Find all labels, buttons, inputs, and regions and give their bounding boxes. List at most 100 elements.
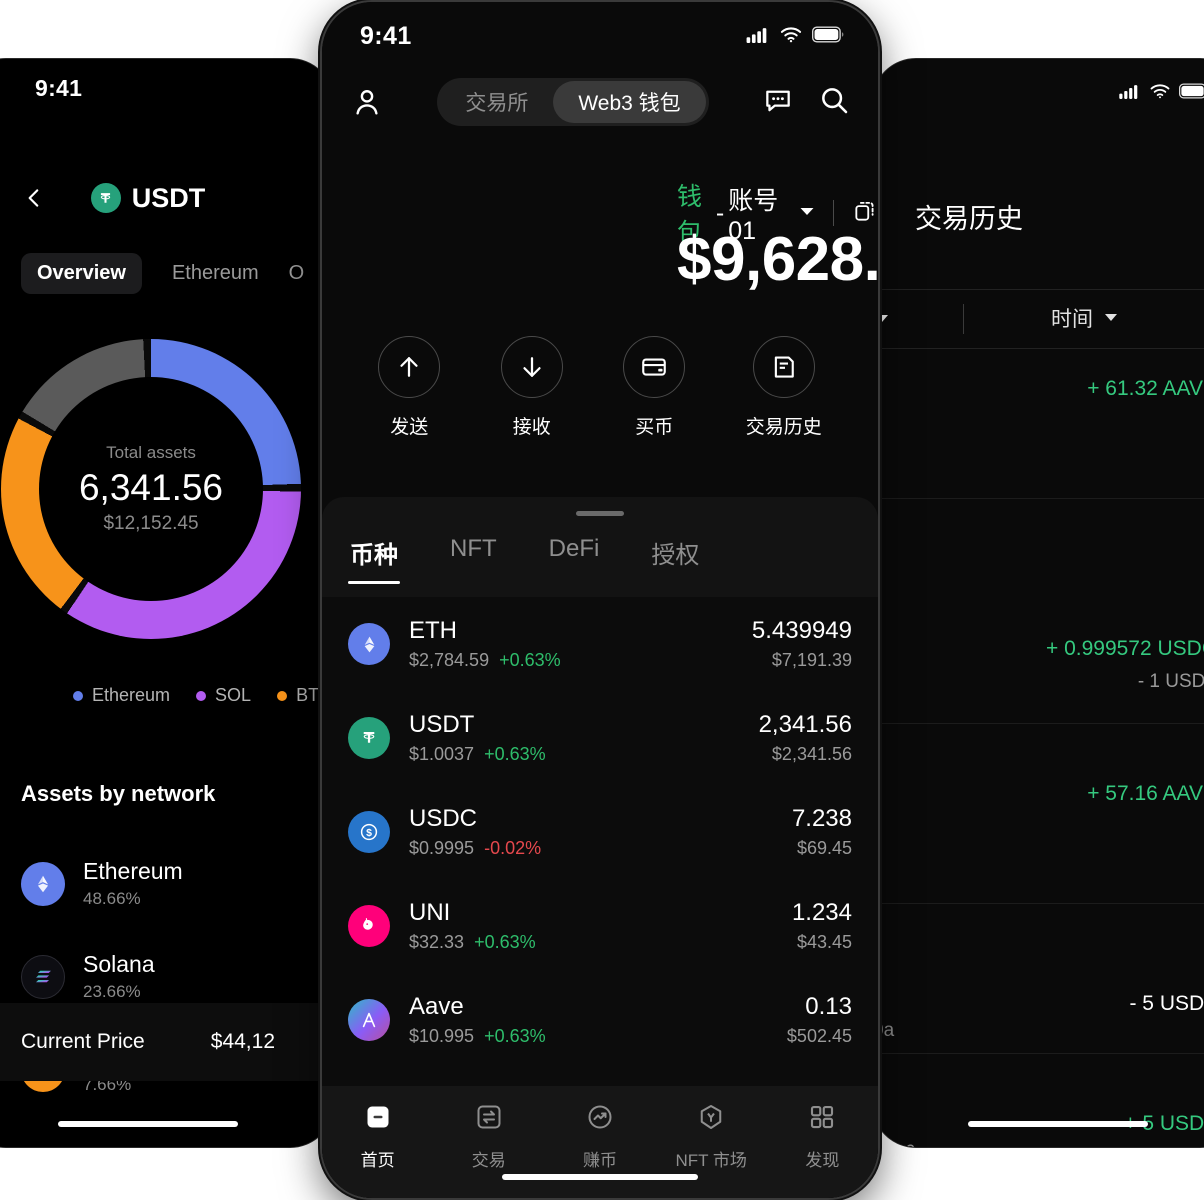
token-price-row: $32.33 +0.63% [409,932,792,953]
left-status-bar: 9:41 [0,59,333,115]
tab-overview[interactable]: Overview [21,252,142,294]
search-icon[interactable] [818,84,850,121]
nft-icon [696,1102,726,1137]
token-change: -0.02% [484,838,542,859]
chat-bubble-icon[interactable] [762,84,794,121]
token-values-usdc: 7.238 $69.45 [792,805,852,860]
token-info-uni: UNI $32.33 +0.63% [409,899,792,954]
network-text-ethereum: Ethereum 48.66% [83,858,183,908]
aave-icon [348,999,390,1041]
transaction-row[interactable]: - 5 USDT 0a [873,904,1204,1054]
token-info-aave: Aave $10.995 +0.63% [409,993,787,1048]
network-row-ethereum[interactable]: Ethereum 48.66% [21,837,321,930]
wifi-icon [1149,83,1171,104]
token-change: +0.63% [484,1026,546,1047]
segment-exchange[interactable]: 交易所 [465,92,529,115]
transaction-row[interactable]: + 5 USDT ba86 [873,1054,1204,1147]
transaction-row[interactable]: + 0.999572 USDC - 1 USDT [873,499,1204,724]
center-header: 交易所 Web3 钱包 [322,72,878,132]
arrow-up-icon [378,336,441,398]
sheet-tab-nft[interactable]: NFT [450,535,497,562]
tab-other[interactable]: O [288,261,305,284]
sheet-tab-tokens[interactable]: 币种 [342,535,406,584]
donut-total-sub: $12,152.45 [103,513,199,534]
donut-legend: Ethereum SOL BTC [0,685,333,706]
token-symbol: Aave [409,992,464,1020]
swap-icon [474,1102,504,1137]
token-fiat-value: $502.45 [786,1026,852,1047]
token-row-eth[interactable]: ETH $2,784.59 +0.63% 5.439949 $7,191.39 [322,597,878,691]
tabbar-item-discover[interactable]: 发现 [767,1102,878,1171]
tabbar-item-trade[interactable]: 交易 [433,1102,544,1171]
time-filter[interactable]: 时间 [1051,303,1118,333]
ethereum-icon [21,861,65,906]
transaction-row[interactable]: + 57.16 AAVE [873,724,1204,904]
transaction-row[interactable]: + 61.32 AAVE [873,349,1204,499]
home-indicator [502,1174,698,1180]
wallet-selector[interactable]: 钱包 - 账号 01 [677,177,878,249]
token-balance: 1.234 [791,898,852,926]
network-row-solana[interactable]: Solana 23.66% [21,930,321,1023]
token-price-row: $0.9995 -0.02% [409,838,792,859]
donut-total-label: Total assets [106,443,196,462]
donut-hole [39,377,263,601]
sheet-grabber[interactable] [576,511,624,516]
token-price-row: $1.0037 +0.63% [409,744,759,765]
transaction-amount: + 61.32 AAVE [1087,377,1204,400]
token-row-usdt[interactable]: USDT $1.0037 +0.63% 2,341.56 $2,341.56 [322,691,878,785]
tabbar-item-nft-market[interactable]: NFT 市场 [656,1102,767,1171]
solana-icon [21,954,65,999]
right-filter-bar: 时间 [873,289,1204,349]
wallet-divider [833,200,835,226]
tabbar-label-nft-market: NFT 市场 [675,1151,747,1170]
sheet-tab-defi[interactable]: DeFi [548,535,600,562]
center-status-icons [746,26,844,48]
tab-ethereum[interactable]: Ethereum [171,261,259,284]
tabbar-item-home[interactable]: 首页 [322,1102,433,1171]
network-text-solana: Solana 23.66% [83,951,155,1001]
token-fiat-value: $43.45 [796,932,852,953]
action-buy-label: 买币 [635,417,674,438]
token-values-eth: 5.439949 $7,191.39 [752,617,852,672]
right-phone-mockup: 交易历史 时间 + 61.32 AAVE + 0.9995 [872,58,1204,1148]
segment-web3-wallet[interactable]: Web3 钱包 [553,81,706,123]
filter-divider [963,304,964,334]
donut-center-labels: Total assets 6,341.56 $12,152.45 [39,377,263,601]
token-price: $1.0037 [409,744,475,765]
action-buy[interactable]: 买币 [623,336,686,439]
cellular-icon [746,27,770,48]
usdt-icon [90,183,121,213]
action-send[interactable]: 发送 [378,336,441,439]
chevron-down-icon [799,203,815,224]
card-icon [623,336,686,398]
action-receive[interactable]: 接收 [500,336,563,439]
center-header-icons [762,84,850,121]
transaction-hash: ba86 [873,1142,915,1147]
legend-label-sol: SOL [215,685,252,705]
sheet-tab-approval[interactable]: 授权 [651,542,700,569]
back-icon[interactable] [21,185,47,211]
transaction-sub-amount: - 1 USDT [1137,671,1204,692]
legend-item-sol: SOL [196,685,251,706]
token-row-usdc[interactable]: $ USDC $0.9995 -0.02% 7.238 $69.45 [322,785,878,879]
wallet-name: 钱包 [677,183,703,247]
tabbar-item-earn[interactable]: 赚币 [544,1102,655,1171]
left-navbar: USDT [0,169,333,229]
assets-by-network-heading: Assets by network [21,781,216,806]
token-fiat-value: $7,191.39 [771,650,852,671]
left-phone-mockup: 9:41 USDT Overview Ethereum O [0,58,334,1148]
token-price-row: $10.995 +0.63% [409,1026,787,1047]
token-symbol: USDT [409,710,475,738]
center-status-time: 9:41 [360,22,412,50]
transaction-list: + 61.32 AAVE + 0.999572 USDC - 1 USDT + … [873,349,1204,1147]
uniswap-icon [348,905,390,947]
action-history[interactable]: 交易历史 [746,336,822,439]
left-status-time: 9:41 [35,75,83,101]
copy-icon[interactable] [852,198,878,229]
token-row-uni[interactable]: UNI $32.33 +0.63% 1.234 $43.45 [322,879,878,973]
token-price: $10.995 [409,1026,475,1047]
person-icon[interactable] [350,85,384,119]
battery-icon [812,26,844,48]
token-row-aave[interactable]: Aave $10.995 +0.63% 0.13 $502.45 [322,973,878,1067]
